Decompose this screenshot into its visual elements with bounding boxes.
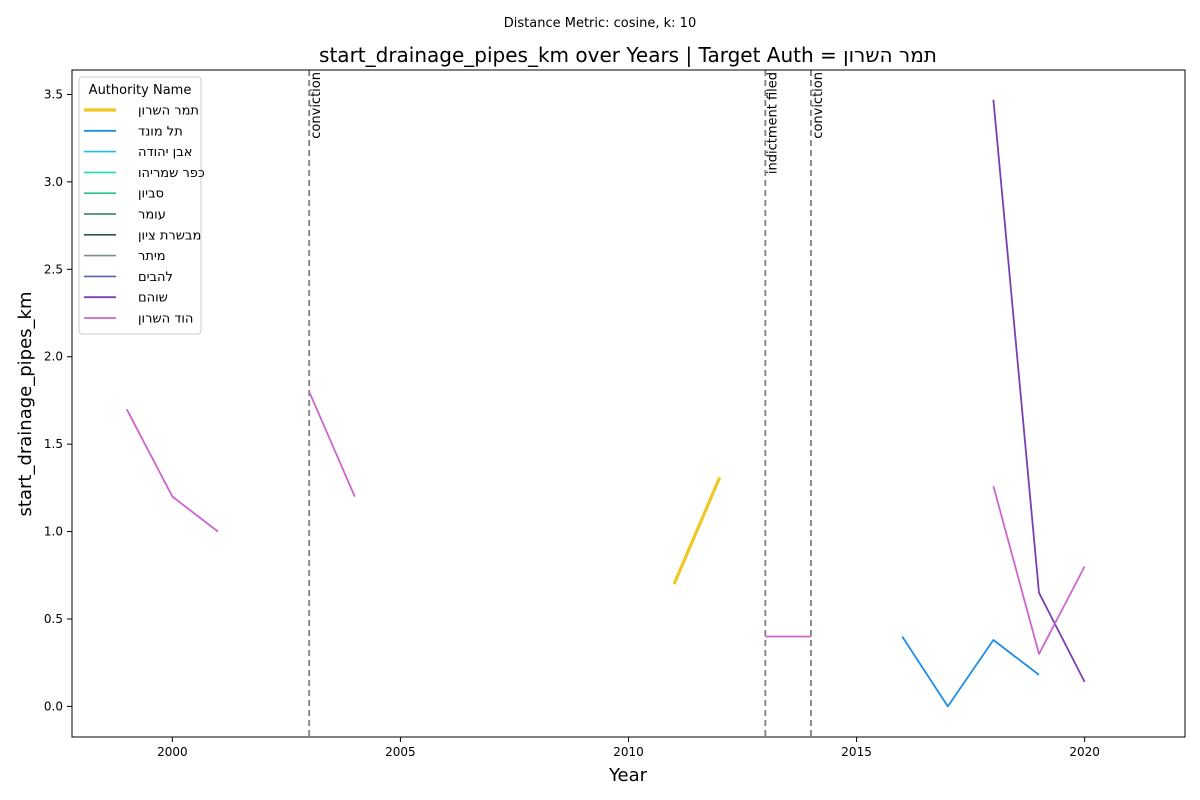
series-line (125, 408, 219, 533)
series-line (992, 99, 1086, 683)
series-line (901, 636, 1040, 708)
legend-label: מבשרת ציון (138, 228, 201, 243)
chart-suptitle: Distance Metric: cosine, k: 10 (504, 16, 696, 31)
event-marker-label: conviction (811, 72, 826, 139)
legend-label: מיתר (138, 249, 166, 264)
chart-title: start_drainage_pipes_km over Years | Tar… (319, 43, 937, 67)
legend-items: תמר השרון תל מונד אבן יהודה כפר שמריהו סביון… (84, 104, 205, 327)
legend-label: תל מונד (138, 124, 183, 139)
y-tick-label: 0.5 (44, 612, 63, 626)
legend-label: אבן יהודה (138, 145, 192, 160)
y-tick-label: 3.0 (44, 175, 63, 189)
legend-label: שוהם (138, 291, 168, 306)
x-tick-label: 2015 (841, 745, 872, 759)
plot-area: conviction indictment filed conviction (125, 70, 1086, 737)
legend-label: הוד השרון (138, 312, 193, 327)
x-tick-label: 2005 (385, 745, 416, 759)
y-tick-label: 1.5 (44, 437, 63, 451)
series-line (992, 485, 1086, 655)
y-axis-label: start_drainage_pipes_km (15, 292, 36, 517)
y-tick-label: 2.5 (44, 262, 63, 276)
axis-ticks: 2000 2005 2010 2015 2020 0.0 0.5 1.0 1.5 2.0 2.5 3.… (44, 87, 1100, 759)
legend-label: עומר (138, 208, 166, 223)
event-marker-label: indictment filed (765, 72, 780, 174)
plot-frame (71, 69, 1186, 738)
legend-label: להבים (138, 270, 173, 285)
legend: Authority Name תמר השרון תל מונד אבן יהודה… (78, 76, 205, 335)
y-tick-label: 2.0 (44, 350, 63, 364)
y-tick-label: 3.5 (44, 87, 63, 101)
series-line (308, 391, 356, 497)
series-line (672, 476, 722, 585)
y-tick-label: 1.0 (44, 525, 63, 539)
legend-label: סביון (138, 187, 164, 202)
legend-title: Authority Name (89, 83, 192, 98)
x-tick-label: 2020 (1069, 745, 1100, 759)
legend-box (78, 76, 202, 335)
x-tick-label: 2010 (613, 745, 644, 759)
legend-label: תמר השרון (138, 104, 199, 119)
legend-label: כפר שמריהו (138, 166, 205, 181)
x-tick-label: 2000 (157, 745, 188, 759)
y-tick-label: 0.0 (44, 699, 63, 713)
event-marker-label: conviction (309, 72, 324, 139)
x-axis-label: Year (608, 765, 648, 786)
